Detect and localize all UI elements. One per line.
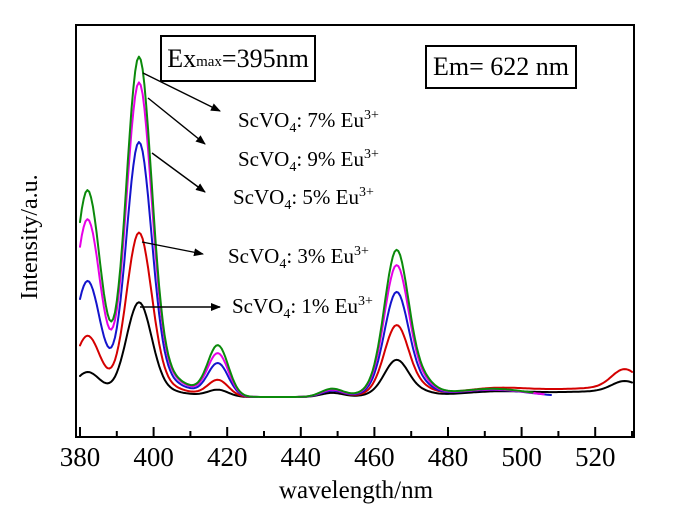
plot-frame — [75, 24, 635, 438]
curve-label-sub: 4 — [289, 121, 297, 137]
curve-label-compound: ScVO — [228, 244, 280, 268]
curve-label-sup: 3+ — [354, 244, 369, 259]
curve-label-mid: : 7% Eu — [296, 108, 364, 132]
curve-label-sub: 4 — [279, 257, 287, 273]
curve-label-sub: 4 — [283, 307, 291, 323]
x-axis-title: wavelength/nm — [278, 477, 434, 504]
em-label-text: Em= 622 nm — [433, 52, 569, 81]
curve-label-sub: 4 — [289, 160, 297, 176]
x-tick-label: 460 — [354, 442, 395, 472]
arrow-to-3pct-label — [141, 241, 204, 257]
curve-label-sub: 4 — [284, 198, 292, 214]
curve-label-sup: 3+ — [359, 185, 374, 200]
curve-label-mid: : 9% Eu — [296, 147, 364, 171]
curve-label-5pct: ScVO4: 5% Eu3+ — [233, 180, 374, 219]
arrow-to-7pct-label — [142, 72, 221, 112]
curve-label-sup: 3+ — [364, 108, 379, 123]
ex-label-subscript: max — [196, 54, 222, 70]
annotation-arrows — [140, 72, 221, 311]
curve-label-mid: : 5% Eu — [291, 185, 359, 209]
arrow-to-5pct-label — [151, 152, 206, 193]
curve-label-sup: 3+ — [358, 294, 373, 309]
curve-label-compound: ScVO — [238, 108, 290, 132]
y-axis-title: Intensity/a.u. — [17, 174, 43, 300]
curve-label-1pct: ScVO4: 1% Eu3+ — [232, 289, 373, 328]
excitation-max-annotation-box: Ex max =395nm — [160, 35, 316, 82]
curve-label-7pct: ScVO4: 7% Eu3+ — [238, 103, 379, 142]
curves-layer — [79, 55, 633, 398]
emission-annotation-box: Em= 622 nm — [425, 45, 577, 89]
curve-label-sup: 3+ — [364, 147, 379, 162]
curve-label-mid: : 1% Eu — [290, 294, 358, 318]
x-tick-label: 480 — [428, 442, 469, 472]
ex-label-text: Ex — [167, 43, 197, 73]
ex-label-value: =395nm — [221, 43, 309, 73]
x-tick-label: 440 — [281, 442, 322, 472]
curve-label-mid: : 3% Eu — [286, 244, 354, 268]
curve-label-compound: ScVO — [232, 294, 284, 318]
x-tick-label: 420 — [207, 442, 248, 472]
axes-layer: 380 400 420 440 460 480 500 520 — [60, 24, 635, 472]
x-tick-label: 380 — [60, 442, 101, 472]
curve-label-compound: ScVO — [233, 185, 285, 209]
x-tick-label: 520 — [575, 442, 616, 472]
arrow-to-9pct-label — [147, 97, 206, 145]
x-tick-label: 500 — [501, 442, 542, 472]
curve-label-3pct: ScVO4: 3% Eu3+ — [228, 239, 369, 278]
curve-label-compound: ScVO — [238, 147, 290, 171]
spectrum-curve-7pct — [79, 55, 534, 398]
curve-label-9pct: ScVO4: 9% Eu3+ — [238, 142, 379, 181]
x-tick-label: 400 — [133, 442, 174, 472]
